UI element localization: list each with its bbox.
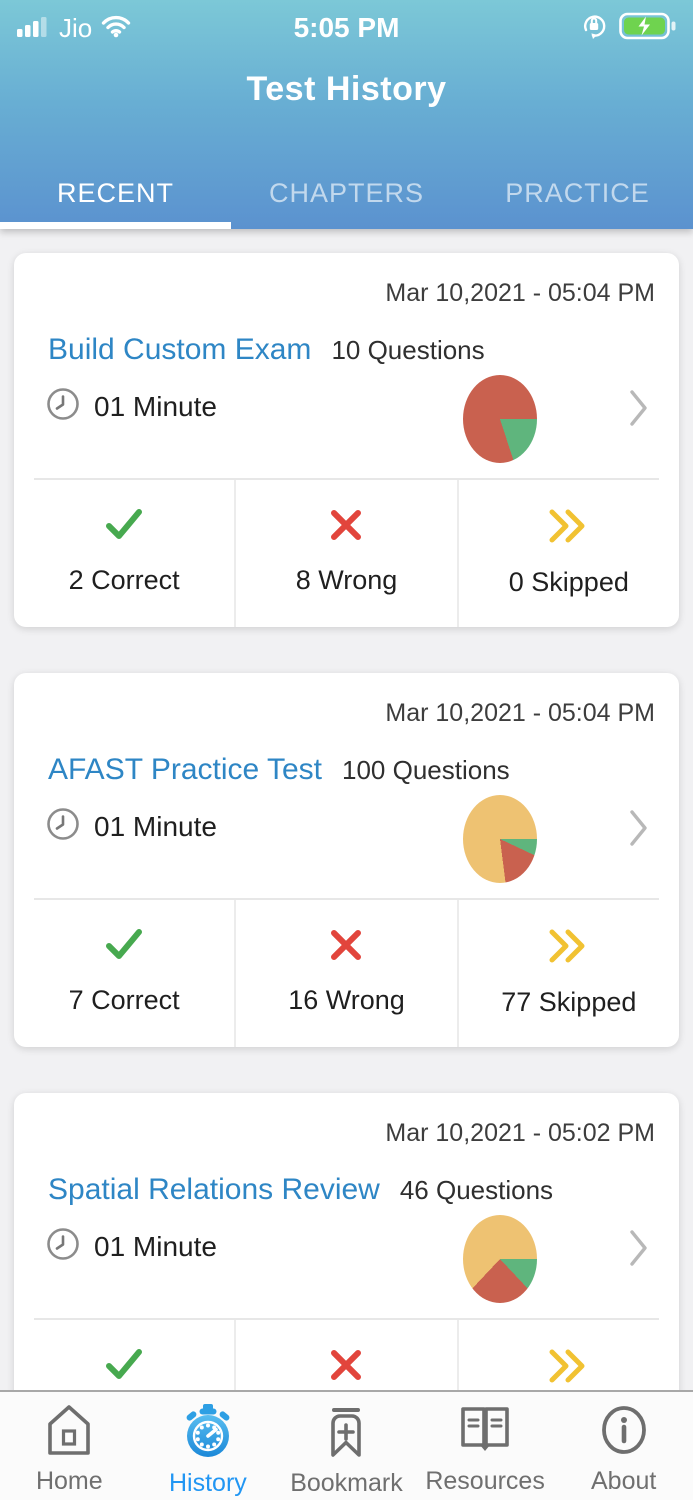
test-name-link[interactable]: Build Custom Exam <box>48 333 312 366</box>
stats-row: 7 Correct 16 Wrong 77 Skipped <box>14 900 679 1047</box>
nav-item-about[interactable]: About <box>554 1392 693 1500</box>
wifi-icon <box>101 14 131 43</box>
divider <box>34 1318 659 1320</box>
active-tab-indicator <box>0 222 231 229</box>
check-icon <box>104 508 144 547</box>
stopwatch-icon <box>182 1404 234 1463</box>
nav-label-home: Home <box>35 1467 103 1495</box>
bottom-nav: Home History <box>0 1390 693 1500</box>
wrong-label: 16 Wrong <box>288 985 405 1015</box>
wrong-stat: 8 Wrong <box>234 480 456 627</box>
double-chevron-icon <box>548 928 590 969</box>
skipped-label: 77 Skipped <box>501 987 637 1017</box>
question-count: 10 Questions <box>331 335 485 365</box>
test-history-card[interactable]: Mar 10,2021 - 05:04 PM AFAST Practice Te… <box>14 673 679 1047</box>
skipped-stat: 0 Skipped <box>456 480 679 627</box>
chevron-right-icon[interactable] <box>629 389 649 432</box>
bookmark-icon <box>325 1404 367 1463</box>
double-chevron-icon <box>548 1348 590 1389</box>
card-date: Mar 10,2021 - 05:02 PM <box>385 1119 655 1147</box>
nav-label-bookmark: Bookmark <box>290 1469 403 1497</box>
clock-icon <box>46 387 80 426</box>
correct-label: 7 Correct <box>68 985 180 1015</box>
results-pie-chart <box>463 1215 537 1303</box>
correct-label: 2 Correct <box>68 565 180 595</box>
tab-practice[interactable]: PRACTICE <box>505 177 650 208</box>
question-count: 100 Questions <box>342 755 510 785</box>
header: 5:05 PM Jio Test History R <box>0 0 693 229</box>
divider <box>34 478 659 480</box>
home-icon <box>44 1404 94 1461</box>
results-pie-chart <box>463 795 537 883</box>
chevron-right-icon[interactable] <box>629 809 649 852</box>
test-name-link[interactable]: AFAST Practice Test <box>48 753 322 786</box>
correct-stat: 7 Correct <box>14 900 234 1047</box>
cross-icon <box>329 508 363 547</box>
duration-label: 01 Minute <box>94 1230 217 1262</box>
test-history-card[interactable]: Mar 10,2021 - 05:04 PM Build Custom Exam… <box>14 253 679 627</box>
tab-bar: RECENT CHAPTERS PRACTICE <box>0 157 693 229</box>
skipped-stat: 77 Skipped <box>456 900 679 1047</box>
cross-icon <box>329 1348 363 1387</box>
tab-chapters[interactable]: CHAPTERS <box>268 177 425 208</box>
nav-item-home[interactable]: Home <box>0 1392 139 1500</box>
clock-icon <box>46 807 80 846</box>
wrong-stat: 16 Wrong <box>234 900 456 1047</box>
cross-icon <box>329 928 363 967</box>
chevron-right-icon[interactable] <box>629 1229 649 1272</box>
duration-label: 01 Minute <box>94 810 217 842</box>
signal-bars-icon <box>16 14 50 43</box>
cards-list: Mar 10,2021 - 05:04 PM Build Custom Exam… <box>0 229 693 1467</box>
nav-label-history: History <box>168 1469 247 1497</box>
question-count: 46 Questions <box>399 1175 554 1205</box>
clock-icon <box>46 1227 80 1266</box>
orientation-lock-icon <box>581 13 607 44</box>
book-icon <box>457 1404 513 1461</box>
skipped-label: 0 Skipped <box>508 567 629 597</box>
card-date: Mar 10,2021 - 05:04 PM <box>385 279 655 307</box>
nav-item-bookmark[interactable]: Bookmark <box>277 1392 416 1500</box>
nav-item-resources[interactable]: Resources <box>416 1392 555 1500</box>
battery-charging-icon <box>619 12 677 45</box>
page-title: Test History <box>246 70 447 108</box>
card-date: Mar 10,2021 - 05:04 PM <box>385 699 655 727</box>
nav-item-history[interactable]: History <box>139 1392 278 1500</box>
stats-row: 2 Correct 8 Wrong 0 Skipped <box>14 480 679 627</box>
divider <box>34 898 659 900</box>
test-name-link[interactable]: Spatial Relations Review <box>48 1173 380 1206</box>
results-pie-chart <box>463 375 537 463</box>
correct-stat: 2 Correct <box>14 480 234 627</box>
status-bar: 5:05 PM Jio <box>0 0 693 46</box>
check-icon <box>104 928 144 967</box>
double-chevron-icon <box>548 508 590 549</box>
correct-stat <box>14 1320 234 1467</box>
carrier-label: Jio <box>59 12 93 43</box>
info-icon <box>598 1404 650 1461</box>
check-icon <box>104 1348 144 1387</box>
wrong-label: 8 Wrong <box>295 565 398 595</box>
duration-label: 01 Minute <box>94 390 217 422</box>
tab-recent[interactable]: RECENT <box>56 177 174 208</box>
nav-label-about: About <box>591 1467 657 1495</box>
nav-label-resources: Resources <box>425 1467 545 1495</box>
